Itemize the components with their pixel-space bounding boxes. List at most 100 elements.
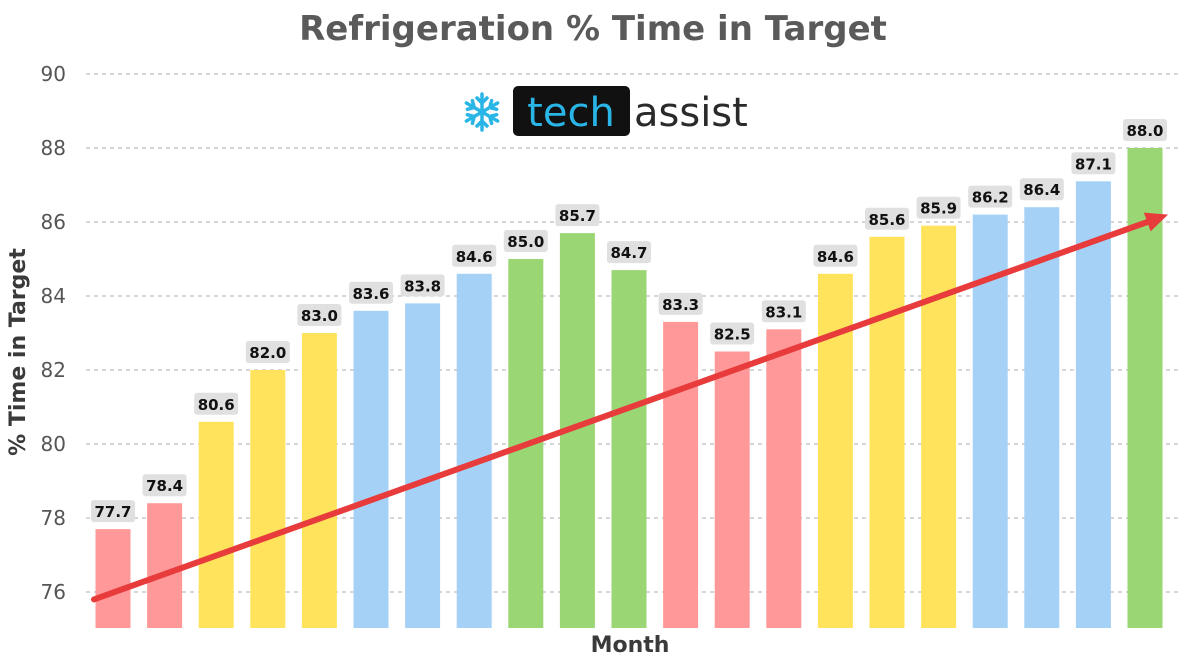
bar xyxy=(405,303,441,628)
data-labels: 77.7 78.4 80.6 82.0 83.0 83.6 83.8 84.6 85.0 85.7… xyxy=(91,119,1167,523)
data-label: 83.8 xyxy=(400,274,445,297)
bar xyxy=(663,321,699,628)
data-label-background xyxy=(916,196,961,219)
data-label-background xyxy=(1071,152,1116,175)
logo: tech assist xyxy=(464,86,748,136)
bar xyxy=(714,351,750,628)
data-label-text: 85.7 xyxy=(559,207,596,225)
data-label-background xyxy=(761,300,806,323)
data-label-text: 83.6 xyxy=(352,285,389,303)
y-tick-label: 84 xyxy=(41,284,66,308)
data-label-background xyxy=(865,207,909,230)
data-label-text: 86.4 xyxy=(1023,181,1060,199)
y-tick-label: 82 xyxy=(41,358,66,382)
logo-tech-box xyxy=(513,86,630,136)
data-label-background xyxy=(142,474,187,497)
bar xyxy=(869,236,905,629)
data-label-text: 80.6 xyxy=(198,396,235,414)
data-label: 77.7 xyxy=(91,500,135,523)
data-label-background xyxy=(1123,119,1167,141)
bar xyxy=(301,333,337,628)
y-tick-label: 86 xyxy=(41,210,66,234)
data-label-background xyxy=(658,292,703,315)
x-axis-label: Month xyxy=(591,633,670,658)
data-label-background xyxy=(813,244,858,267)
y-axis-ticks: 76 78 80 82 84 86 88 90 xyxy=(41,62,66,604)
data-label-text: 85.9 xyxy=(920,200,957,218)
data-label-background xyxy=(968,185,1013,208)
data-label-text: 84.7 xyxy=(610,244,647,262)
bar xyxy=(766,329,802,628)
data-label-background xyxy=(452,244,497,267)
data-label-text: 83.3 xyxy=(662,296,699,314)
data-label: 85.6 xyxy=(865,207,909,230)
data-label: 85.9 xyxy=(916,196,961,219)
data-label-background xyxy=(297,304,342,326)
data-label-background xyxy=(503,230,548,252)
bar xyxy=(456,273,492,628)
y-axis-label: % Time in Target xyxy=(6,248,31,456)
data-label-text: 88.0 xyxy=(1126,122,1163,140)
data-label: 83.3 xyxy=(658,292,703,315)
trend-arrow xyxy=(91,212,1168,603)
data-label-text: 87.1 xyxy=(1075,155,1112,173)
data-label-background xyxy=(194,392,239,415)
data-label-text: 86.2 xyxy=(972,189,1009,207)
bar xyxy=(147,503,183,628)
data-label: 83.6 xyxy=(349,281,393,304)
data-label: 82.0 xyxy=(245,341,290,363)
data-label: 88.0 xyxy=(1123,119,1167,141)
bar xyxy=(250,370,286,628)
data-label: 83.1 xyxy=(761,300,806,323)
data-label-background xyxy=(710,322,755,345)
bar xyxy=(353,310,389,628)
data-label-text: 83.1 xyxy=(765,303,802,321)
data-label: 86.2 xyxy=(968,185,1013,208)
data-label-background xyxy=(349,281,393,304)
data-label-background xyxy=(91,500,135,523)
bar xyxy=(611,270,647,628)
data-label: 87.1 xyxy=(1071,152,1116,175)
logo-assist-text: assist xyxy=(634,90,748,136)
y-tick-label: 80 xyxy=(41,432,66,456)
bar xyxy=(198,421,234,628)
data-label-text: 84.6 xyxy=(456,248,493,266)
data-label-text: 85.6 xyxy=(868,211,905,229)
data-label-text: 84.6 xyxy=(817,248,854,266)
data-label-text: 85.0 xyxy=(507,233,544,251)
data-label: 78.4 xyxy=(142,474,187,497)
data-label-background xyxy=(400,274,445,297)
y-tick-label: 76 xyxy=(41,580,66,604)
logo-tech-text: tech xyxy=(527,90,615,136)
y-tick-label: 90 xyxy=(41,62,66,86)
data-label-text: 78.4 xyxy=(146,477,183,495)
bar xyxy=(1075,181,1111,629)
data-label-text: 82.0 xyxy=(249,344,286,362)
y-tick-label: 88 xyxy=(41,136,66,160)
data-label-background xyxy=(555,204,600,227)
data-label-text: 83.0 xyxy=(301,307,338,325)
data-label-background xyxy=(607,241,651,264)
data-label-text: 82.5 xyxy=(714,326,751,344)
bars xyxy=(95,148,1163,629)
bar xyxy=(921,225,957,628)
data-label: 80.6 xyxy=(194,392,239,415)
data-label: 85.0 xyxy=(503,230,548,252)
data-label: 85.7 xyxy=(555,204,600,227)
data-label: 83.0 xyxy=(297,304,342,326)
data-label-background xyxy=(245,341,290,363)
data-label: 84.7 xyxy=(607,241,651,264)
snowflake-icon xyxy=(464,92,500,132)
trend-arrowhead xyxy=(1143,212,1168,232)
trend-line xyxy=(91,219,1151,603)
data-label: 82.5 xyxy=(710,322,755,345)
data-label-background xyxy=(1019,178,1064,201)
data-label-text: 83.8 xyxy=(404,277,441,295)
data-label: 86.4 xyxy=(1019,178,1064,201)
y-tick-label: 78 xyxy=(41,506,66,530)
data-label: 84.6 xyxy=(813,244,858,267)
chart-title: Refrigeration % Time in Target xyxy=(299,9,887,49)
bar xyxy=(95,529,131,628)
